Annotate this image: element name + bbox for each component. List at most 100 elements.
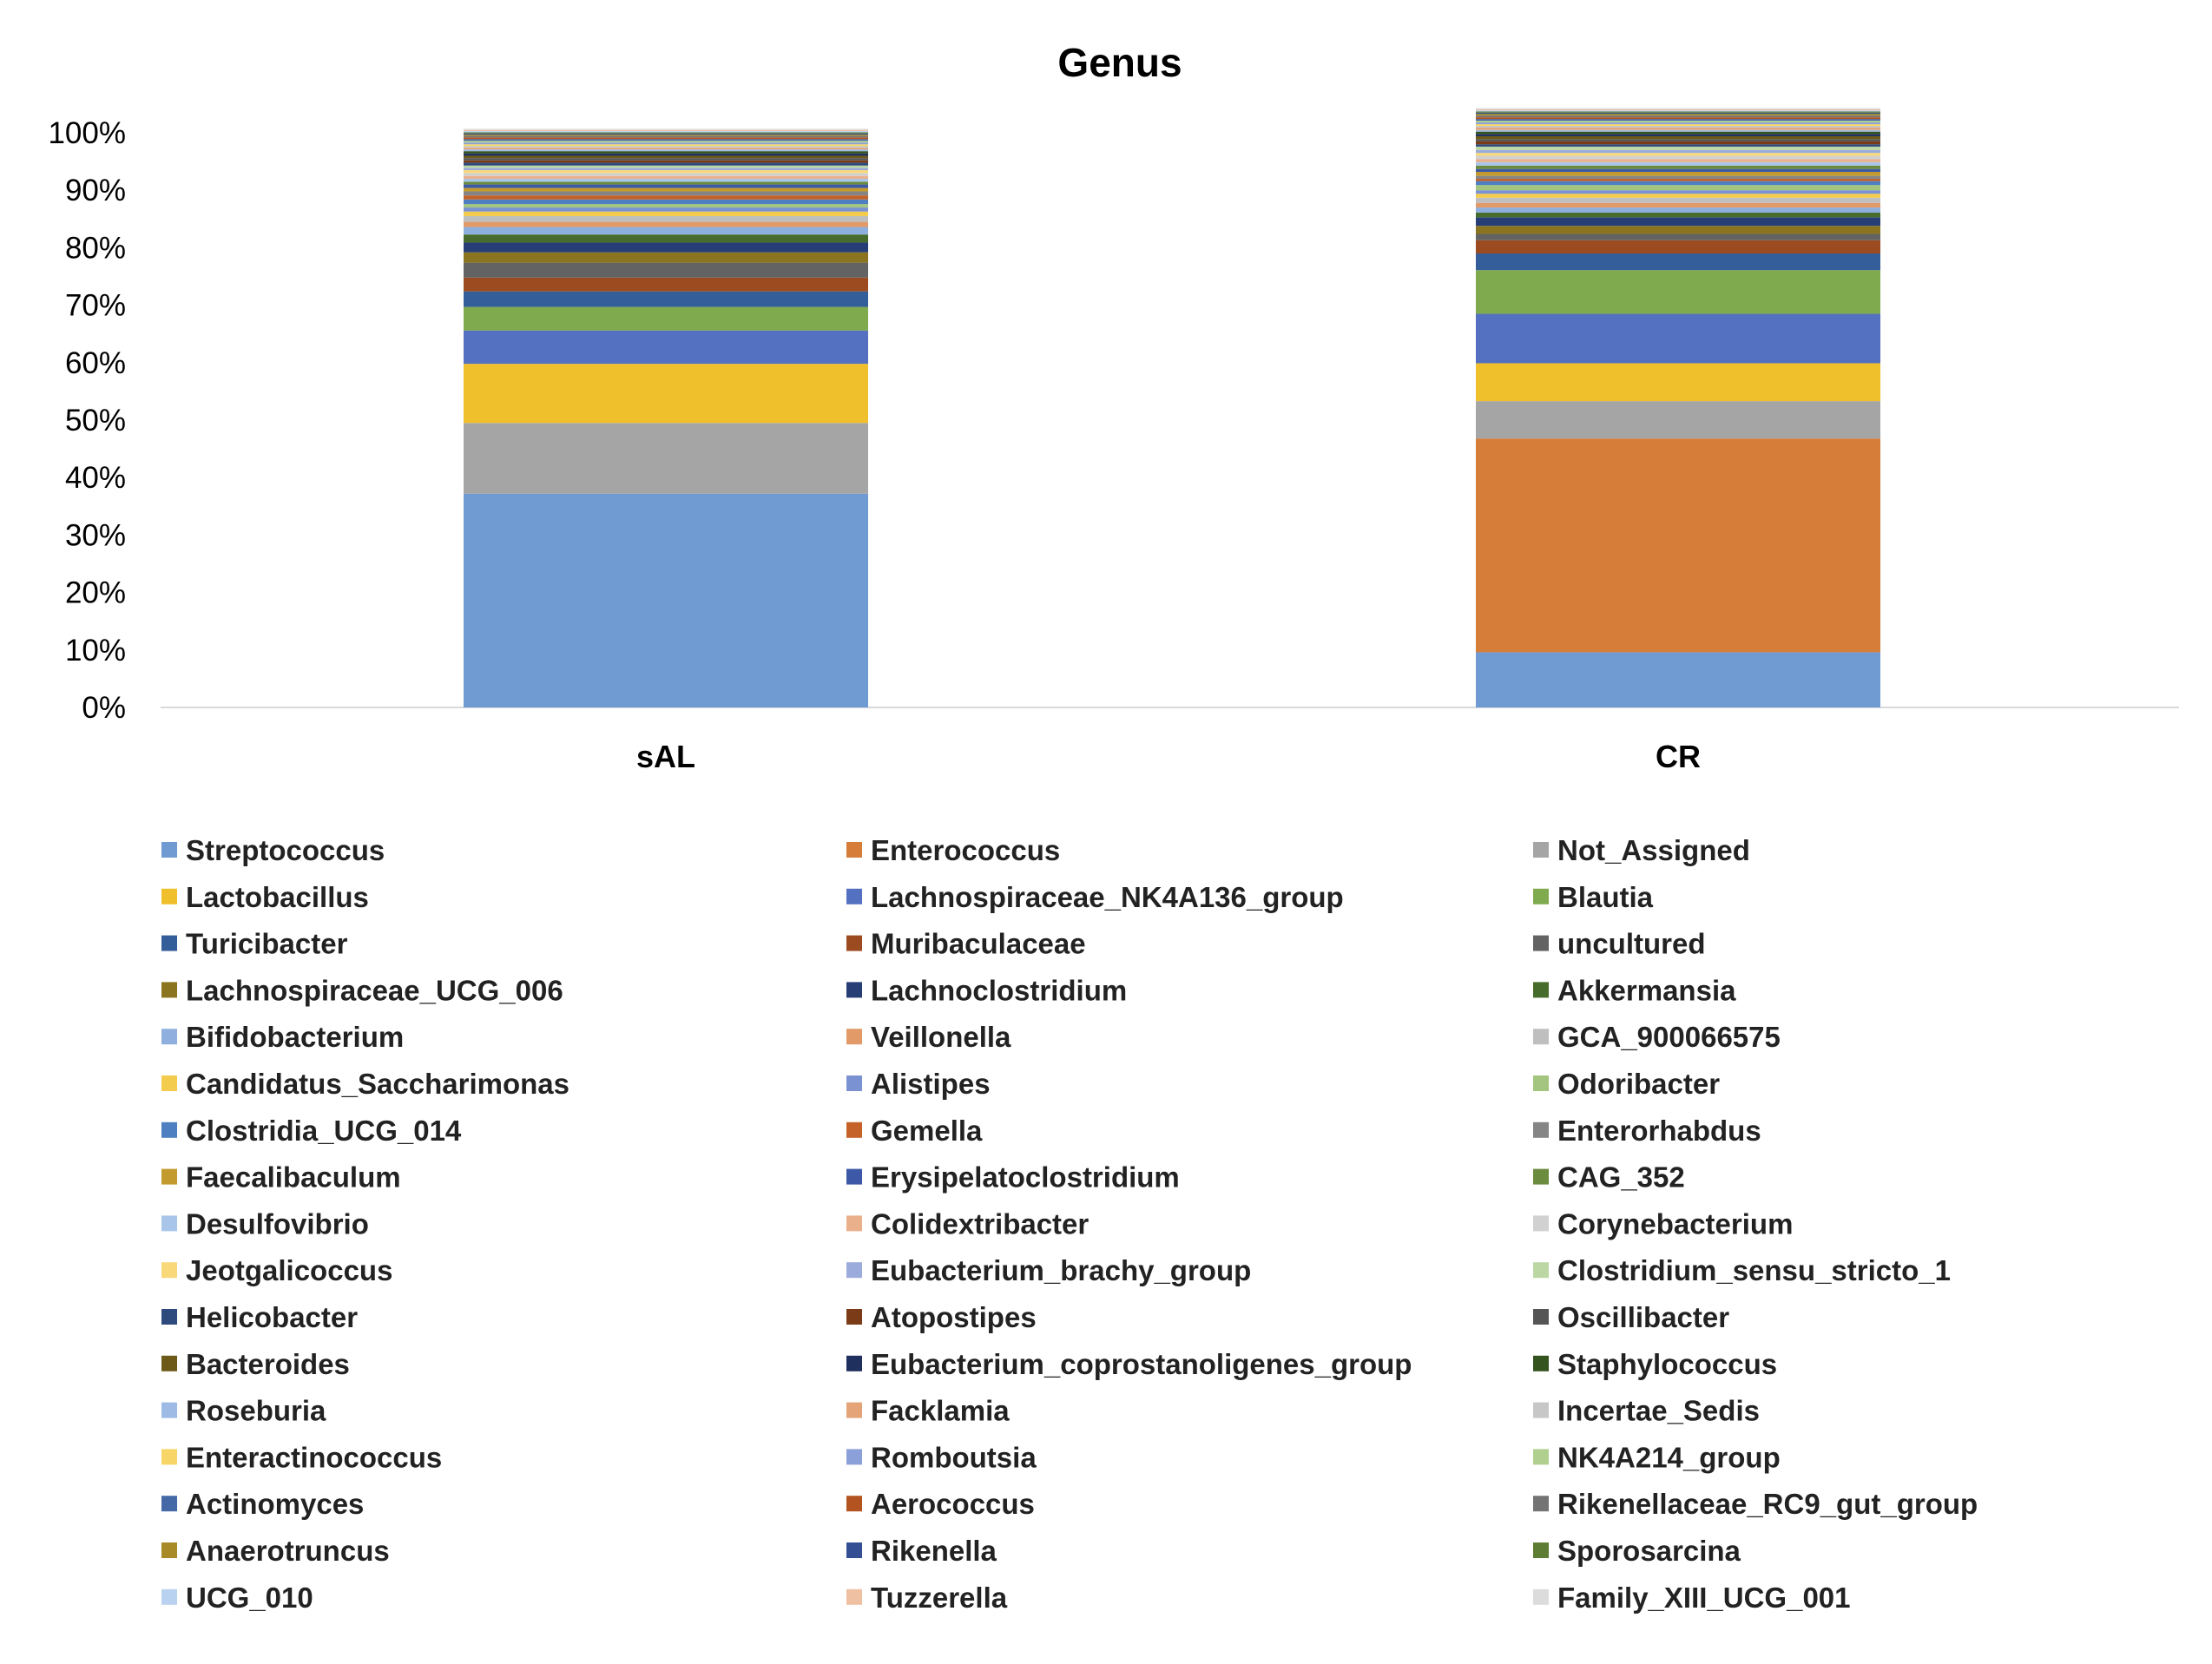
bar-segment-cr-lachnospiraceae-nk4a136-group [1476, 313, 1880, 364]
legend-item: Incertae_Sedis [1533, 1395, 1760, 1427]
legend-label: Atopostipes [871, 1301, 1037, 1333]
bar-segment-cr-atopostipes [1476, 141, 1880, 145]
legend-swatch [1533, 1262, 1549, 1279]
legend-item: Turicibacter [161, 928, 348, 960]
legend-label: Aerococcus [871, 1488, 1035, 1520]
legend-label: Tuzzerella [871, 1582, 1008, 1614]
legend-swatch [1533, 1121, 1549, 1138]
legend-swatch [161, 1029, 177, 1045]
bar-segment-sal-family-xiii-ucg-001 [464, 128, 868, 130]
bar-segment-cr-alistipes [1476, 190, 1880, 194]
legend-item: Family_XIII_UCG_001 [1533, 1582, 1851, 1614]
legend-item: Actinomyces [161, 1488, 364, 1520]
bar-segment-sal-desulfovibrio [464, 178, 868, 182]
bar-segment-cr-enteractinococcus [1476, 124, 1880, 127]
bar-segment-sal-incertae-sedis [464, 146, 868, 148]
legend-item: Clostridium_sensu_stricto_1 [1533, 1254, 1951, 1286]
legend-item: uncultured [1533, 928, 1706, 960]
legend-swatch [1533, 1588, 1549, 1605]
legend-item: Rikenellaceae_RC9_gut_group [1533, 1488, 1978, 1520]
legend-swatch [1533, 1542, 1549, 1558]
bar-segment-sal-rikenella [464, 133, 868, 135]
bar-segment-sal-bacteroides [464, 155, 868, 159]
y-axis-ticks: 0% 10% 20% 30% 40% 50% 60% 70% 80% 90% 100% [48, 116, 126, 725]
bars [464, 108, 1880, 707]
legend-item: NK4A214_group [1533, 1441, 1781, 1473]
legend-label: CAG_352 [1557, 1161, 1685, 1194]
bar-segment-cr-oscillibacter [1476, 139, 1880, 141]
legend-item: Tuzzerella [846, 1582, 1008, 1614]
legend-swatch [846, 1168, 862, 1185]
bar-segment-sal-sporosarcina [464, 132, 868, 134]
legend-swatch [161, 1309, 177, 1325]
legend-item: Sporosarcina [1533, 1535, 1741, 1567]
bar-segment-cr-romboutsia [1476, 122, 1880, 125]
legend-item: Desulfovibrio [161, 1207, 369, 1240]
x-tick-label: CR [1656, 739, 1701, 774]
legend-label: Gemella [871, 1115, 983, 1147]
legend-item: Akkermansia [1533, 974, 1736, 1006]
legend-item: Muribaculaceae [846, 928, 1086, 960]
bar-segment-sal-clostridium-sensu-stricto-1 [464, 165, 868, 168]
legend-item: Colidextribacter [846, 1207, 1089, 1240]
bar-segment-sal-atopostipes [464, 160, 868, 163]
legend-item: Lachnoclostridium [846, 974, 1127, 1006]
legend-swatch [846, 1029, 862, 1045]
legend-label: Enterococcus [871, 834, 1060, 866]
bar-segment-sal-enterorhabdus [464, 191, 868, 196]
legend-item: Erysipelatoclostridium [846, 1161, 1180, 1194]
legend-item: Jeotgalicoccus [161, 1254, 392, 1286]
legend-swatch [846, 982, 862, 998]
legend-label: Enterorhabdus [1557, 1115, 1761, 1147]
legend-label: Clostridium_sensu_stricto_1 [1557, 1254, 1951, 1286]
bar-segment-cr-veillonella [1476, 202, 1880, 208]
legend-label: Erysipelatoclostridium [871, 1161, 1180, 1194]
bar-segment-cr-turicibacter [1476, 253, 1880, 271]
legend-item: UCG_010 [161, 1582, 313, 1614]
bar-segment-sal-aerococcus [464, 137, 868, 140]
legend-label: Faecalibaculum [186, 1161, 401, 1194]
bar-segment-sal-lachnospiraceae-nk4a136-group [464, 330, 868, 365]
bar-segment-cr-nk4a214-group [1476, 121, 1880, 123]
legend-item: Blautia [1533, 881, 1654, 913]
legend-label: Blautia [1557, 881, 1654, 913]
legend-item: Lachnospiraceae_NK4A136_group [846, 881, 1344, 913]
bar-segment-sal-blautia [464, 306, 868, 331]
x-tick-label: sAL [636, 739, 695, 774]
bar-segment-cr-enterorhabdus [1476, 175, 1880, 179]
legend-item: Atopostipes [846, 1301, 1037, 1333]
legend-swatch [161, 1121, 177, 1138]
legend-item: Faecalibaculum [161, 1161, 401, 1194]
legend-item: Romboutsia [846, 1441, 1037, 1473]
legend-swatch [161, 1542, 177, 1558]
bar-segment-cr-eubacterium-coprostanoligenes-group [1476, 134, 1880, 136]
legend-label: Sporosarcina [1557, 1535, 1741, 1567]
legend-swatch [1533, 1215, 1549, 1232]
legend-swatch [161, 935, 177, 951]
legend-item: Alistipes [846, 1068, 991, 1100]
bar-segment-sal-faecalibaculum [464, 187, 868, 192]
y-tick-label: 0% [82, 691, 126, 725]
bar-segment-sal-not-assigned [464, 423, 868, 494]
legend-label: Bifidobacterium [186, 1021, 404, 1053]
bar-segment-sal-rikenellaceae-rc9-gut-group [464, 135, 868, 138]
legend-item: Lactobacillus [161, 881, 369, 913]
legend-label: Odoribacter [1557, 1068, 1720, 1100]
legend-swatch [161, 842, 177, 858]
legend-item: Eubacterium_brachy_group [846, 1254, 1251, 1286]
bar-segment-sal-veillonella [464, 221, 868, 227]
bar-segment-sal-alistipes [464, 207, 868, 212]
legend-swatch [1533, 888, 1549, 904]
y-tick-label: 80% [65, 231, 126, 265]
legend-item: Roseburia [161, 1395, 326, 1427]
legend-label: Corynebacterium [1557, 1207, 1793, 1240]
bar-segment-sal-turicibacter [464, 291, 868, 307]
bar-segment-sal-actinomyces [464, 139, 868, 141]
legend-item: Streptococcus [161, 834, 385, 866]
bar-segment-cr-rikenella [1476, 112, 1880, 115]
y-tick-label: 50% [65, 404, 126, 437]
legend-swatch [161, 1496, 177, 1512]
bar-segment-cr-colidextribacter [1476, 159, 1880, 162]
legend-label: Clostridia_UCG_014 [186, 1115, 462, 1147]
